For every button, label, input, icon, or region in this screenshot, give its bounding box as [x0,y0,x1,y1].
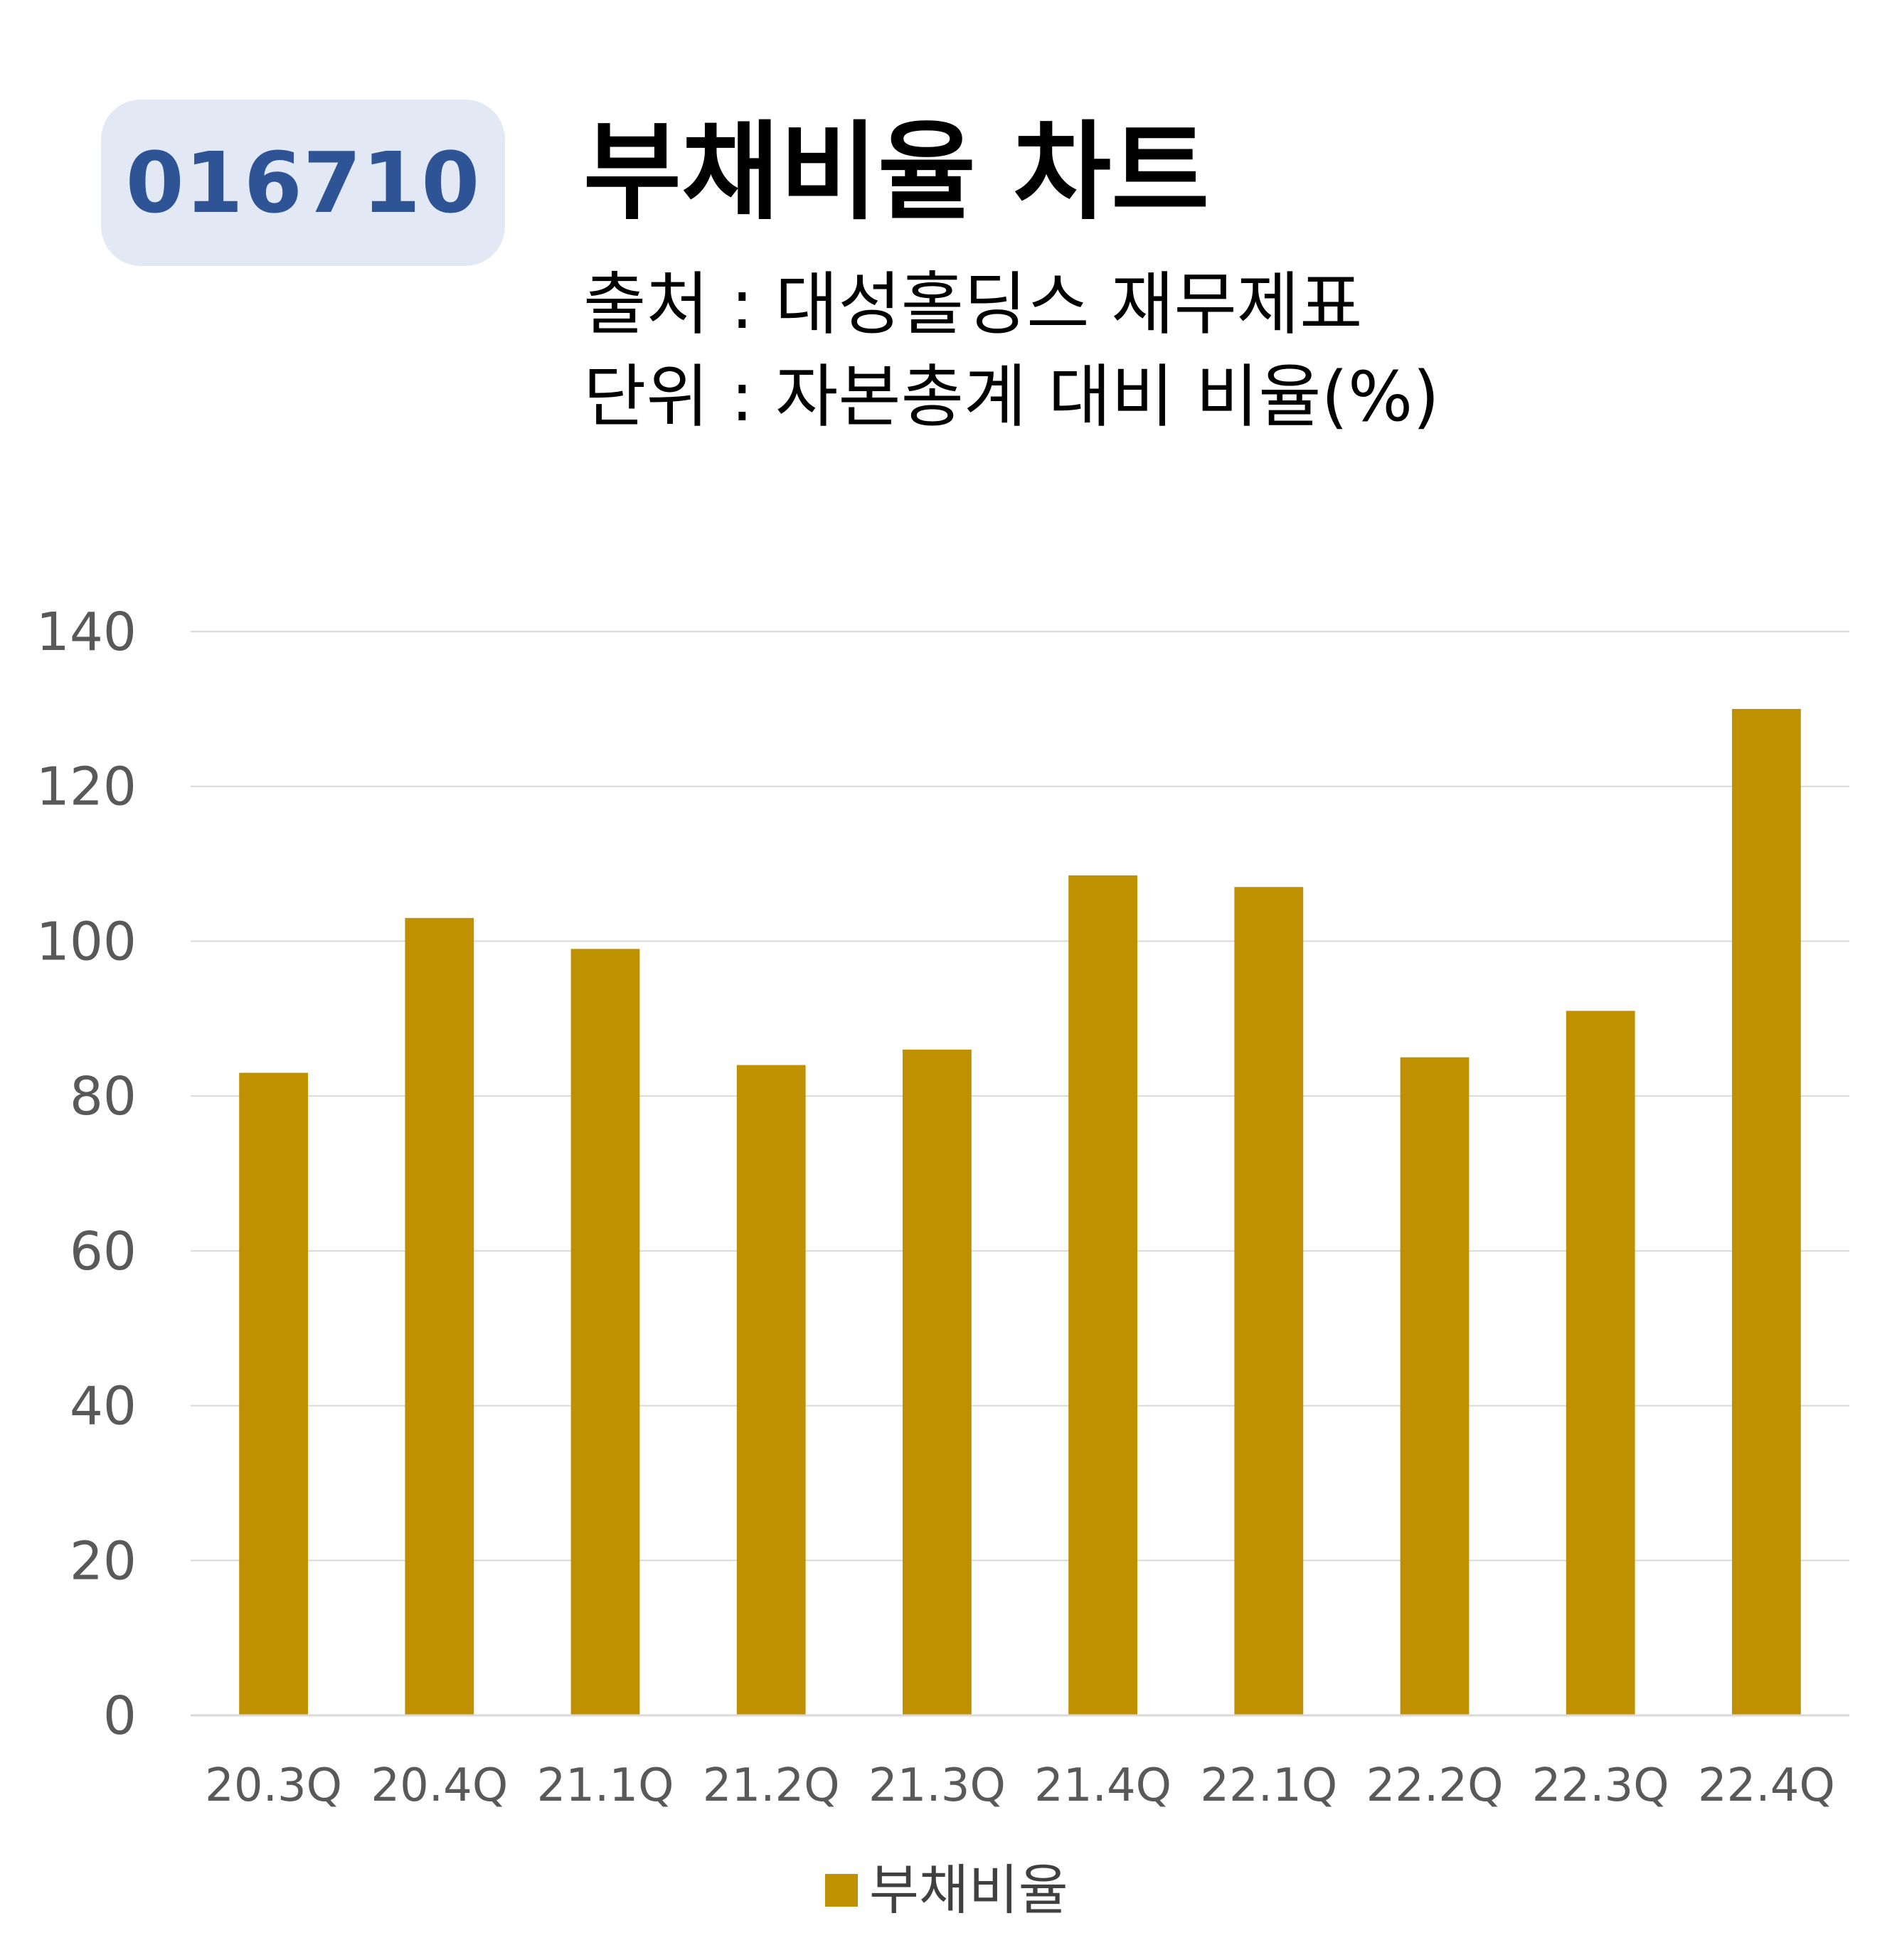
legend-label: 부채비율 [869,1858,1068,1922]
bar-22.3Q [1566,1011,1635,1715]
x-tick-label: 22.2Q [1366,1759,1504,1812]
y-tick-label: 0 [103,1685,137,1747]
legend: 부채비율 [825,1863,1068,1917]
bar-21.2Q [736,1065,806,1715]
y-tick-label: 80 [70,1066,137,1127]
x-tick-label: 22.4Q [1698,1759,1835,1812]
y-tick-label: 40 [70,1376,137,1437]
bar-20.4Q [405,917,474,1715]
x-tick-label: 22.3Q [1532,1759,1669,1812]
bar-21.3Q [903,1049,972,1715]
bar-21.1Q [570,949,640,1715]
bar-20.3Q [239,1072,308,1715]
x-tick-label: 21.3Q [868,1759,1006,1812]
y-tick-label: 120 [36,757,137,818]
x-tick-label: 20.3Q [205,1759,342,1812]
chart-source: 출처 : 대성홀딩스 재무제표 [583,265,1363,344]
bar-21.4Q [1068,875,1137,1715]
x-tick-label: 22.1Q [1200,1759,1337,1812]
x-tick-label: 21.4Q [1034,1759,1171,1812]
bar-22.1Q [1234,887,1304,1715]
stock-code: 016710 [125,134,481,232]
x-tick-label: 21.1Q [537,1759,674,1812]
y-tick-label: 20 [70,1530,137,1592]
y-tick-label: 60 [70,1221,137,1282]
chart-title: 부채비율 차트 [583,111,1210,235]
chart-unit: 단위 : 자본총계 대비 비율(%) [583,357,1440,437]
x-tick-label: 20.4Q [371,1759,508,1812]
y-tick-label: 100 [36,911,137,972]
stock-code-badge: 016710 [101,100,505,266]
x-tick-label: 21.2Q [703,1759,840,1812]
legend-swatch [825,1874,858,1907]
bar-22.4Q [1732,708,1801,1715]
bar-22.2Q [1400,1057,1470,1715]
y-tick-label: 140 [36,602,137,663]
